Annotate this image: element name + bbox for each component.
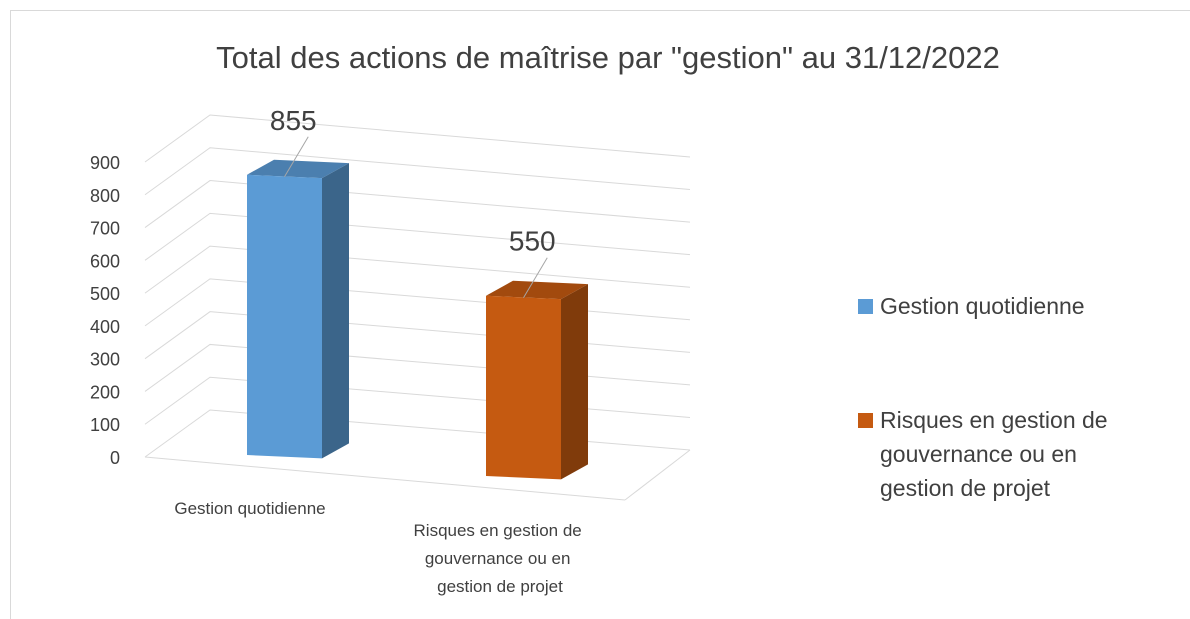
chart-frame	[10, 10, 1190, 619]
bar-top	[486, 280, 588, 300]
leader-line	[284, 136, 309, 178]
grid-line	[144, 180, 691, 228]
y-tick-label: 200	[90, 382, 120, 402]
floor-edge	[624, 449, 691, 501]
legend-label: Risques en gestion de gouvernance ou en …	[880, 407, 1114, 501]
y-tick-label: 800	[90, 186, 120, 206]
bar	[247, 174, 322, 459]
bar-top	[247, 159, 349, 179]
x-tick-label: Gestion quotidienne	[174, 499, 325, 518]
chart-title: Total des actions de maîtrise par "gesti…	[216, 40, 1000, 75]
y-tick-label: 100	[90, 415, 120, 435]
y-tick-label: 0	[110, 448, 120, 468]
y-tick-label: 300	[90, 350, 120, 370]
grid-line	[144, 147, 691, 196]
grid-line	[144, 245, 691, 294]
y-tick-label: 600	[90, 251, 120, 271]
y-tick-label: 500	[90, 284, 120, 304]
leader-line	[523, 257, 548, 298]
floor-edge	[144, 456, 626, 501]
grid-line	[144, 114, 691, 163]
data-label: 550	[509, 226, 556, 257]
y-tick-label: 900	[90, 153, 120, 173]
x-tick-label: Risques en gestion de gouvernance ou en …	[414, 521, 587, 596]
bar-side	[322, 163, 349, 459]
data-label: 855	[270, 105, 317, 136]
legend-swatch	[858, 299, 873, 314]
legend-swatch	[858, 413, 873, 428]
bar	[486, 295, 561, 480]
legend-label: Gestion quotidienne	[880, 293, 1085, 319]
grid-line	[144, 212, 691, 261]
y-tick-label: 400	[90, 317, 120, 337]
y-tick-label: 700	[90, 219, 120, 239]
bar-side	[561, 284, 588, 480]
